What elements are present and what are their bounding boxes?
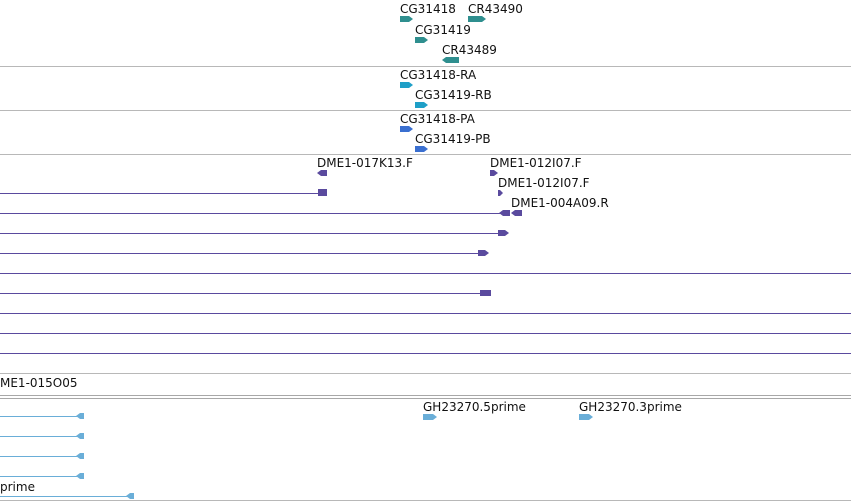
est-arrow-left [76, 433, 84, 439]
est-feature-line[interactable] [0, 416, 82, 417]
bac-feature-line[interactable] [0, 273, 851, 274]
protein-arrow-right [415, 146, 428, 152]
transcript-arrow-right [415, 102, 428, 108]
est-feature-line[interactable] [0, 476, 82, 477]
bac-feature-line[interactable] [0, 293, 488, 294]
gene-arrow-right [400, 16, 413, 22]
bac-feature-line[interactable] [0, 233, 505, 234]
est-feature-line[interactable] [0, 436, 82, 437]
feature-label-dme1-017k13-f[interactable]: DME1-017K13.F [317, 156, 413, 170]
feature-label-cr43489[interactable]: CR43489 [442, 43, 497, 57]
bac-end-arrow-left [499, 210, 510, 216]
bac-feature-line[interactable] [0, 193, 322, 194]
est-arrow-left [76, 413, 84, 419]
est-arrow-left [76, 453, 84, 459]
transcript-arrow-right [400, 82, 413, 88]
feature-label-cg31419[interactable]: CG31419 [415, 23, 471, 37]
bac-feature-line[interactable] [0, 213, 505, 214]
bac-end-block [318, 189, 327, 196]
est-arrow-left [76, 473, 84, 479]
feature-label-cg31418-ra[interactable]: CG31418-RA [400, 68, 477, 82]
bac-end-arrow-left [317, 170, 327, 176]
bac-end-arrow-right [498, 230, 509, 236]
feature-label-gh23270-3prime[interactable]: GH23270.3prime [579, 400, 682, 414]
feature-label-dme1-004a09-r[interactable]: DME1-004A09.R [511, 196, 609, 210]
est-arrow-right [423, 414, 437, 420]
est-arrow-left [126, 493, 134, 499]
est-feature-line[interactable] [0, 456, 82, 457]
gene-arrow-left [442, 57, 459, 63]
feature-label-cg31419-pb[interactable]: CG31419-PB [415, 132, 491, 146]
feature-label-cg31418-pa[interactable]: CG31418-PA [400, 112, 475, 126]
gene-arrow-right [468, 16, 486, 22]
protein-arrow-right [400, 126, 413, 132]
bac-feature-line[interactable] [0, 313, 851, 314]
track-separator-double [0, 395, 851, 399]
track-separator [0, 500, 851, 501]
feature-label-dme1-012i07-f[interactable]: DME1-012I07.F [490, 156, 582, 170]
track-separator [0, 373, 851, 374]
track-separator [0, 66, 851, 67]
feature-label-prime[interactable]: prime [0, 480, 35, 494]
bac-feature-line[interactable] [0, 333, 851, 334]
bac-end-arrow-right [498, 190, 503, 196]
bac-end-arrow-right [478, 250, 489, 256]
feature-label-gh23270-5prime[interactable]: GH23270.5prime [423, 400, 526, 414]
feature-label-cg31418[interactable]: CG31418 [400, 2, 456, 16]
est-arrow-right [579, 414, 593, 420]
feature-label-cg31419-rb[interactable]: CG31419-RB [415, 88, 492, 102]
feature-label-dme1-012i07-f-2[interactable]: DME1-012I07.F [498, 176, 590, 190]
bac-end-block [480, 290, 491, 296]
track-separator [0, 154, 851, 155]
est-feature-line[interactable] [0, 496, 132, 497]
feature-label-clone[interactable]: ME1-015O05 [0, 376, 78, 390]
bac-feature-line[interactable] [0, 353, 851, 354]
feature-label-cr43490[interactable]: CR43490 [468, 2, 523, 16]
bac-end-arrow-right [490, 170, 498, 176]
bac-end-arrow-left [511, 210, 522, 216]
gene-arrow-right [415, 37, 428, 43]
bac-feature-line[interactable] [0, 253, 485, 254]
track-separator [0, 110, 851, 111]
